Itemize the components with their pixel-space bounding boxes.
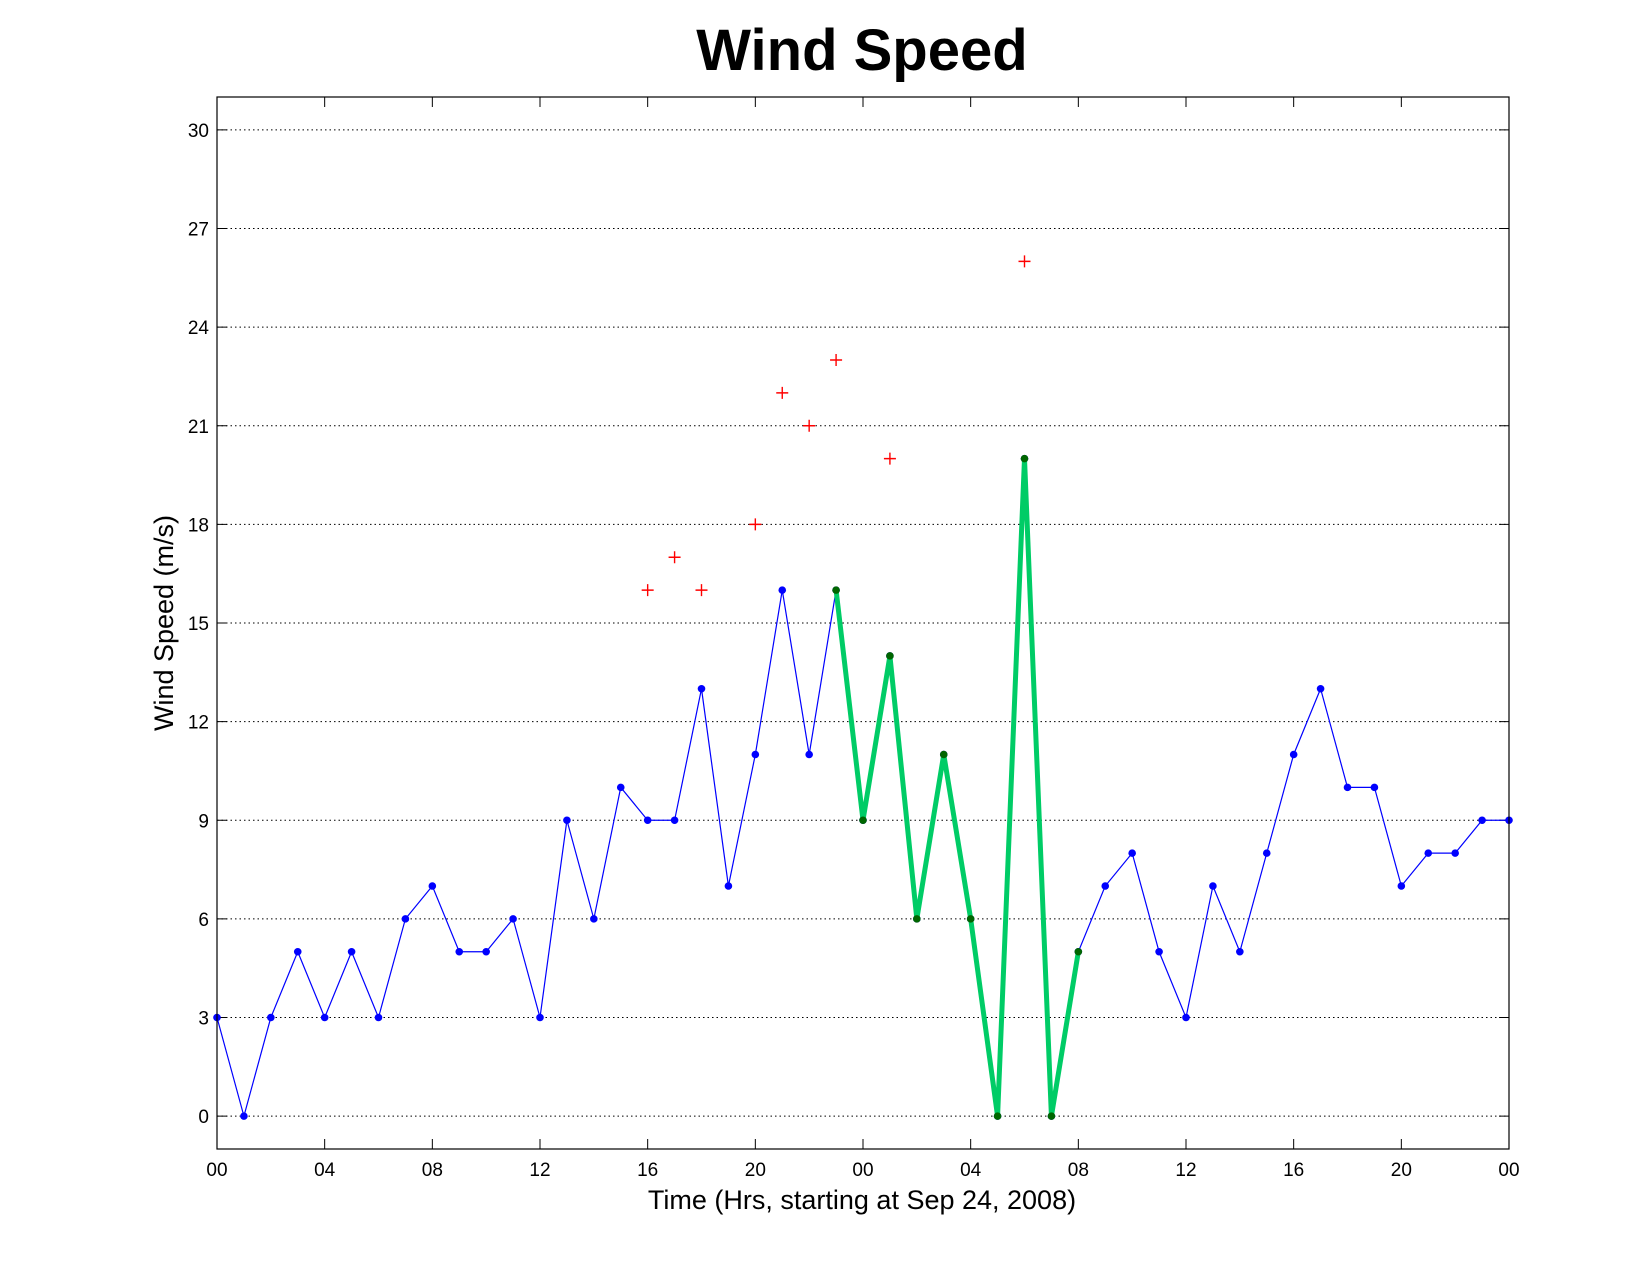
data-point — [1128, 849, 1136, 857]
data-point — [1343, 783, 1352, 792]
x-tick-label: 12 — [529, 1160, 550, 1181]
data-point — [697, 684, 706, 693]
plot-frame — [216, 96, 1510, 1150]
data-point — [509, 915, 517, 923]
data-point — [536, 1013, 544, 1022]
data-point — [455, 947, 464, 956]
x-tick-label: 04 — [314, 1160, 336, 1181]
x-tick-label: 20 — [745, 1160, 766, 1181]
gridlines — [217, 129, 1509, 1117]
y-axis-label: Wind Speed (m/s) — [149, 515, 179, 731]
plus-marker — [883, 452, 896, 465]
x-tick-label: 12 — [1175, 1160, 1196, 1181]
x-tick-label: 00 — [206, 1160, 227, 1181]
highlight-point — [913, 915, 921, 923]
data-point — [428, 882, 437, 890]
data-point — [1397, 882, 1406, 890]
y-tick-label: 12 — [188, 713, 209, 734]
data-point — [347, 947, 356, 956]
data-point — [643, 816, 652, 825]
data-point — [320, 1013, 329, 1022]
y-tick-label: 15 — [188, 614, 209, 635]
highlight-point — [1020, 454, 1029, 463]
data-point — [293, 947, 302, 956]
y-tick-label: 0 — [198, 1107, 209, 1128]
data-series — [213, 255, 1513, 1120]
data-point — [1478, 816, 1486, 825]
data-point — [1101, 882, 1110, 890]
data-point — [401, 915, 410, 923]
y-tick-label: 27 — [188, 220, 209, 241]
highlight-point — [832, 586, 840, 594]
data-point — [1182, 1013, 1190, 1022]
data-point — [670, 816, 679, 825]
highlight-point — [1047, 1112, 1056, 1120]
data-point — [1424, 849, 1433, 857]
x-tick-label: 08 — [1068, 1160, 1089, 1181]
data-point — [267, 1013, 275, 1022]
data-point — [1316, 684, 1325, 693]
x-tick-label: 04 — [960, 1160, 982, 1181]
data-point — [1236, 947, 1244, 956]
y-tick-label: 18 — [188, 515, 209, 536]
data-point — [1370, 783, 1379, 792]
data-point — [1155, 947, 1163, 956]
x-axis-label: Time (Hrs, starting at Sep 24, 2008) — [648, 1185, 1076, 1215]
plus-marker — [776, 386, 789, 399]
y-tick-label: 21 — [188, 417, 209, 438]
data-point — [724, 882, 733, 890]
y-tick-label: 6 — [198, 910, 209, 931]
x-tick-label: 08 — [422, 1160, 443, 1181]
plus-marker — [803, 419, 816, 432]
data-point — [482, 947, 490, 956]
series-thick-line — [832, 454, 1083, 1120]
plus-marker — [1018, 255, 1031, 268]
series-plus-markers — [641, 255, 1031, 597]
highlight-point — [993, 1112, 1002, 1120]
data-point — [1209, 882, 1217, 890]
data-point — [616, 783, 625, 792]
data-point — [805, 750, 813, 759]
data-point — [1451, 849, 1459, 857]
y-tick-label: 30 — [188, 121, 209, 142]
series-line-dots — [213, 454, 1513, 1120]
plus-marker — [668, 551, 681, 564]
x-tick-label: 00 — [1498, 1160, 1519, 1181]
data-point — [778, 586, 787, 594]
data-point — [1289, 750, 1298, 759]
highlight-point — [886, 652, 894, 660]
highlight-line — [833, 458, 1081, 1117]
highlight-point — [1074, 947, 1083, 956]
highlight-point — [939, 750, 948, 759]
x-tick-label: 16 — [1283, 1160, 1304, 1181]
y-tick-label: 9 — [198, 811, 209, 832]
data-point — [1262, 849, 1271, 857]
x-tick-label: 00 — [852, 1160, 873, 1181]
highlight-point — [966, 915, 975, 923]
plus-marker — [830, 354, 843, 366]
plus-marker — [695, 584, 708, 597]
y-tick-label: 24 — [188, 318, 210, 339]
highlight-point — [859, 816, 867, 825]
data-point — [240, 1112, 248, 1120]
data-point — [751, 750, 760, 759]
plus-marker — [749, 518, 762, 531]
x-tick-label: 16 — [637, 1160, 658, 1181]
data-point — [374, 1013, 383, 1022]
data-point — [563, 816, 571, 825]
x-tick-label: 20 — [1391, 1160, 1412, 1181]
data-point — [590, 915, 598, 923]
tick-labels: 0 3 6 9 12 15 18 21 24 27 30 00 04 08 12 16 20 00 04 08 12 16… — [188, 121, 1520, 1181]
chart-title: Wind Speed — [696, 18, 1027, 83]
plus-marker — [641, 584, 654, 597]
y-tick-label: 3 — [198, 1009, 209, 1030]
